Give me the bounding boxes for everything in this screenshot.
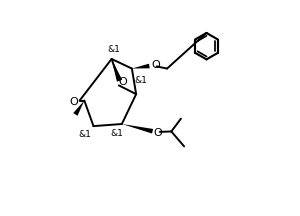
Text: O: O xyxy=(151,60,160,70)
Polygon shape xyxy=(132,64,150,68)
Text: O: O xyxy=(70,97,78,107)
Text: O: O xyxy=(118,77,127,87)
Polygon shape xyxy=(112,59,122,82)
Text: &1: &1 xyxy=(110,129,123,138)
Text: &1: &1 xyxy=(107,45,120,54)
Text: &1: &1 xyxy=(134,76,147,85)
Text: O: O xyxy=(153,127,162,138)
Text: &1: &1 xyxy=(79,130,92,139)
Polygon shape xyxy=(73,100,84,116)
Polygon shape xyxy=(122,124,153,133)
